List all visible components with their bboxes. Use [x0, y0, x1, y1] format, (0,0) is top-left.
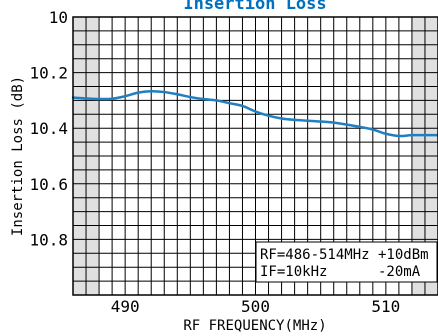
data-point [215, 99, 218, 102]
data-point [228, 101, 231, 105]
data-point [202, 97, 205, 101]
data-point [384, 132, 388, 135]
data-point [423, 133, 427, 137]
y-tick-label: 10.4 [29, 119, 68, 138]
y-axis-label: Insertion Loss (dB) [10, 76, 26, 236]
data-point [397, 134, 401, 138]
data-point [332, 121, 335, 124]
chart-title: Insertion Loss [183, 0, 326, 14]
data-point [345, 123, 348, 126]
data-point [150, 90, 153, 93]
y-tick-label: 10 [49, 8, 68, 27]
data-point [293, 118, 296, 122]
data-point [306, 119, 309, 122]
legend-box [255, 241, 438, 283]
data-point [267, 114, 270, 117]
x-axis-label: RF FREQUENCY(MHz) [183, 318, 326, 334]
data-point [189, 95, 192, 99]
x-tick-label: 500 [241, 297, 270, 316]
data-point [84, 97, 88, 100]
data-point [358, 125, 361, 129]
data-point [280, 117, 283, 120]
data-point [123, 95, 127, 98]
data-point [410, 133, 414, 137]
x-tick-label: 510 [371, 297, 400, 316]
legend-line-1: RF=486-514MHz +10dBm [260, 247, 429, 263]
data-point [319, 120, 322, 123]
data-point [241, 104, 244, 108]
data-point [136, 91, 140, 94]
data-point [371, 128, 375, 131]
y-tick-label: 10.2 [29, 64, 68, 83]
data-point [163, 90, 166, 94]
y-tick-label: 10.8 [29, 230, 68, 249]
legend-line-2: IF=10kHz -20mA [260, 264, 421, 280]
y-tick-label: 10.6 [29, 175, 68, 194]
data-point [254, 110, 257, 113]
data-point [176, 93, 179, 96]
plot-frame [72, 16, 438, 296]
tick-labels: 10 10.2 10.4 10.6 10.8 490 500 510 [29, 8, 400, 316]
x-tick-label: 490 [111, 297, 140, 316]
series-layer [71, 89, 438, 138]
data-point [97, 97, 101, 101]
data-point [110, 97, 114, 100]
